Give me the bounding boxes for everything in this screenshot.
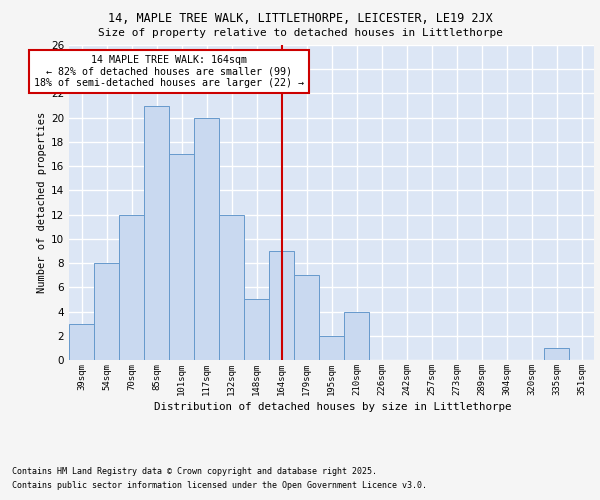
Bar xyxy=(144,106,169,360)
Bar xyxy=(69,324,94,360)
Bar xyxy=(294,275,319,360)
Text: Contains public sector information licensed under the Open Government Licence v3: Contains public sector information licen… xyxy=(12,481,427,490)
Bar xyxy=(244,300,269,360)
Bar xyxy=(169,154,194,360)
Text: 14 MAPLE TREE WALK: 164sqm
← 82% of detached houses are smaller (99)
18% of semi: 14 MAPLE TREE WALK: 164sqm ← 82% of deta… xyxy=(34,54,304,88)
Text: Contains HM Land Registry data © Crown copyright and database right 2025.: Contains HM Land Registry data © Crown c… xyxy=(12,468,377,476)
Y-axis label: Number of detached properties: Number of detached properties xyxy=(37,112,47,293)
Bar xyxy=(344,312,369,360)
Text: Distribution of detached houses by size in Littlethorpe: Distribution of detached houses by size … xyxy=(154,402,512,412)
Bar xyxy=(119,214,144,360)
Bar xyxy=(544,348,569,360)
Text: Size of property relative to detached houses in Littlethorpe: Size of property relative to detached ho… xyxy=(97,28,503,38)
Bar xyxy=(269,251,294,360)
Bar xyxy=(219,214,244,360)
Text: 14, MAPLE TREE WALK, LITTLETHORPE, LEICESTER, LE19 2JX: 14, MAPLE TREE WALK, LITTLETHORPE, LEICE… xyxy=(107,12,493,26)
Bar xyxy=(319,336,344,360)
Bar xyxy=(194,118,219,360)
Bar xyxy=(94,263,119,360)
